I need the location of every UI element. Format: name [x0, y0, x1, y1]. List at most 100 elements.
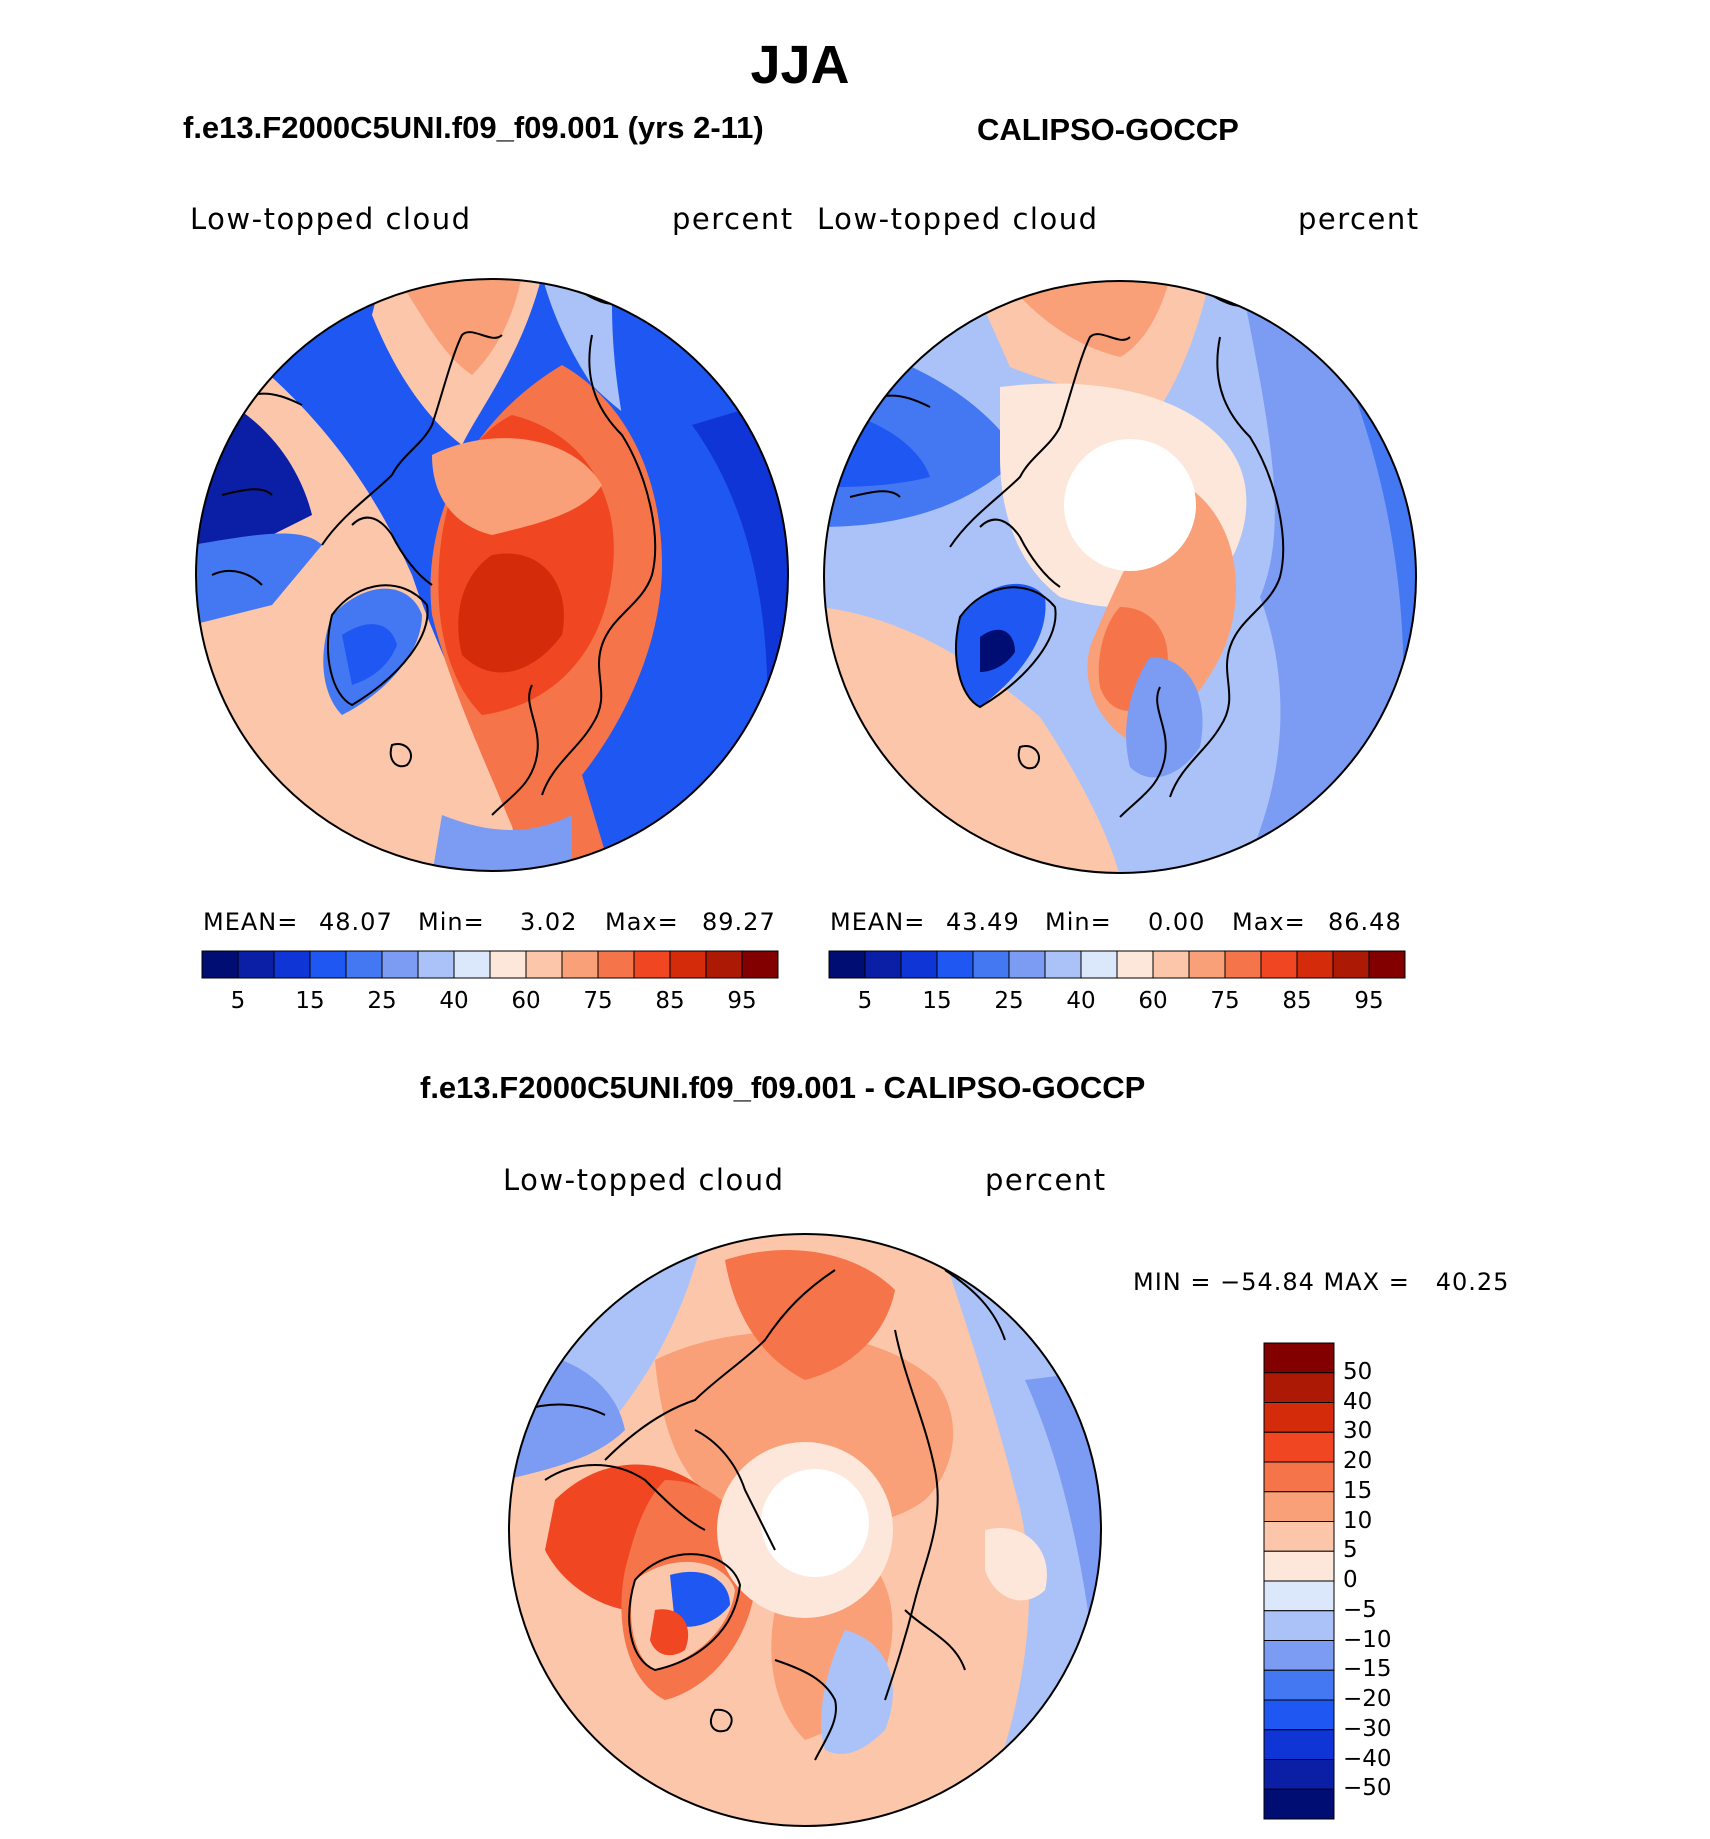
panel-3-header: f.e13.F2000C5UNI.f09_f09.001 - CALIPSO-G…	[420, 1070, 1146, 1105]
colorbar-tick-label: 20	[1343, 1448, 1373, 1474]
panel-3-units-label: percent	[985, 1163, 1107, 1197]
colorbar-swatch	[237, 950, 275, 979]
colorbar-swatch	[741, 950, 779, 979]
colorbar-swatch	[1263, 1669, 1335, 1701]
colorbar-tick-label: 75	[583, 988, 613, 1014]
colorbar-swatch	[1263, 1402, 1335, 1433]
colorbar-tick-label: 60	[511, 988, 541, 1014]
colorbar-swatch	[1263, 1342, 1335, 1374]
colorbar-tick-label: −5	[1343, 1596, 1377, 1623]
colorbar-swatch	[453, 950, 491, 979]
colorbar-swatch	[1263, 1729, 1335, 1760]
panel-1-min-value: 3.02	[520, 908, 578, 936]
panel-1-mean-label: MEAN=	[203, 908, 299, 936]
panel-2-colorbar	[828, 950, 1406, 979]
colorbar-swatch	[936, 950, 974, 979]
map-panel-3	[508, 1233, 1102, 1827]
colorbar-swatch	[561, 950, 599, 979]
panel-2-mean-value: 43.49	[946, 908, 1020, 936]
panel-1-units-label: percent	[672, 202, 794, 236]
colorbar-swatch	[1332, 950, 1370, 979]
colorbar-swatch	[1263, 1610, 1335, 1641]
colorbar-swatch	[597, 950, 635, 979]
colorbar-swatch	[1263, 1699, 1335, 1731]
panel-2-mean-label: MEAN=	[830, 908, 926, 936]
panel-1-header: f.e13.F2000C5UNI.f09_f09.001 (yrs 2-11)	[183, 110, 764, 145]
colorbar-swatch	[1263, 1640, 1335, 1671]
colorbar-tick-label: 25	[994, 988, 1024, 1014]
colorbar-swatch	[273, 950, 311, 979]
colorbar-tick-label: −50	[1343, 1775, 1392, 1802]
colorbar-swatch	[417, 950, 455, 979]
panel-1-variable-label: Low-topped cloud	[190, 202, 472, 236]
panel-1-min-label: Min=	[418, 908, 485, 936]
colorbar-tick-label: 40	[1343, 1388, 1373, 1415]
colorbar-swatch	[525, 950, 563, 979]
colorbar-swatch	[1263, 1491, 1335, 1522]
panel-2-variable-label: Low-topped cloud	[817, 202, 1099, 236]
colorbar-swatch	[1296, 950, 1334, 979]
colorbar-swatch	[381, 950, 419, 979]
colorbar-swatch	[1260, 950, 1298, 979]
colorbar-swatch	[1368, 950, 1406, 979]
panel-1-mean-value: 48.07	[319, 908, 393, 936]
colorbar-tick-label: −15	[1343, 1656, 1392, 1683]
colorbar-swatch	[1224, 950, 1262, 979]
map-panel-1	[195, 278, 789, 872]
main-title: JJA	[750, 35, 850, 95]
colorbar-swatch	[864, 950, 902, 979]
panel-3-variable-label: Low-topped cloud	[503, 1163, 785, 1197]
colorbar-tick-label: 5	[1343, 1537, 1358, 1564]
panel-1-max-value: 89.27	[702, 908, 776, 936]
colorbar-swatch	[1263, 1550, 1335, 1582]
colorbar-tick-label: 50	[1343, 1358, 1373, 1385]
colorbar-swatch	[1263, 1521, 1335, 1552]
panel-1-colorbar	[201, 950, 779, 979]
colorbar-swatch	[1263, 1372, 1335, 1403]
colorbar-tick-label: −20	[1343, 1686, 1392, 1712]
colorbar-tick-label: 15	[922, 988, 952, 1014]
colorbar-swatch	[705, 950, 743, 979]
panel-2-min-value: 0.00	[1148, 908, 1206, 936]
colorbar-swatch	[669, 950, 707, 979]
colorbar-swatch	[345, 950, 383, 979]
panel-3-minmax: MIN = −54.84 MAX = 40.25	[1133, 1268, 1510, 1296]
colorbar-tick-label: 5	[230, 988, 246, 1014]
colorbar-swatch	[1080, 950, 1118, 979]
panel-2-header: CALIPSO-GOCCP	[977, 112, 1239, 147]
colorbar-swatch	[1152, 950, 1190, 979]
colorbar-swatch	[1263, 1788, 1335, 1820]
colorbar-tick-label: 85	[1282, 988, 1312, 1014]
colorbar-swatch	[828, 950, 866, 979]
colorbar-swatch	[309, 950, 347, 979]
colorbar-tick-label: 5	[857, 988, 873, 1014]
colorbar-tick-label: 95	[1354, 988, 1384, 1014]
colorbar-tick-label: 10	[1343, 1507, 1373, 1534]
colorbar-tick-label: −10	[1343, 1626, 1392, 1653]
map-panel-2	[823, 280, 1417, 874]
colorbar-swatch	[900, 950, 938, 979]
colorbar-swatch	[1008, 950, 1046, 979]
colorbar-tick-label: 0	[1343, 1567, 1358, 1593]
panel-1-max-label: Max=	[605, 908, 679, 936]
colorbar-swatch	[1263, 1580, 1335, 1612]
colorbar-tick-label: 25	[367, 988, 397, 1014]
colorbar-tick-label: 75	[1210, 988, 1240, 1014]
colorbar-tick-label: −30	[1343, 1715, 1392, 1742]
colorbar-tick-label: −40	[1343, 1745, 1392, 1772]
colorbar-swatch	[1263, 1431, 1335, 1463]
colorbar-tick-label: 15	[295, 988, 325, 1014]
panel-2-max-label: Max=	[1232, 908, 1306, 936]
colorbar-tick-label: 95	[727, 988, 757, 1014]
colorbar-swatch	[1263, 1759, 1335, 1790]
colorbar-swatch	[972, 950, 1010, 979]
colorbar-swatch	[1044, 950, 1082, 979]
panel-2-max-value: 86.48	[1328, 908, 1402, 936]
colorbar-swatch	[1188, 950, 1226, 979]
colorbar-tick-label: 40	[1066, 988, 1096, 1014]
colorbar-swatch	[201, 950, 239, 979]
panel-2-units-label: percent	[1298, 202, 1420, 236]
colorbar-tick-label: 60	[1138, 988, 1168, 1014]
panel-3-colorbar	[1263, 1342, 1335, 1820]
colorbar-tick-label: 30	[1343, 1418, 1373, 1445]
